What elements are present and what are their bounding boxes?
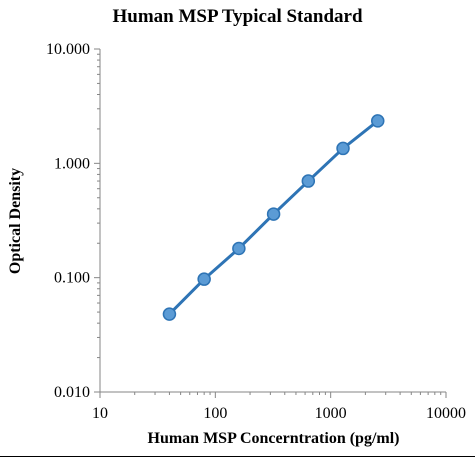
data-point bbox=[197, 272, 211, 286]
data-point bbox=[266, 207, 281, 221]
data-point bbox=[336, 141, 350, 156]
x-axis-label: Human MSP Concerntration (pg/ml) bbox=[147, 430, 400, 447]
y-axis-label-text: Optical Density bbox=[7, 167, 24, 275]
x-tick-label: 10 bbox=[92, 405, 108, 422]
y-tick-label: 0.100 bbox=[54, 270, 90, 287]
y-tick-label: 0.010 bbox=[54, 384, 90, 401]
y-tick-label: 1.000 bbox=[54, 155, 90, 172]
data-point bbox=[301, 174, 316, 188]
x-tick-label: 100 bbox=[203, 405, 227, 422]
y-tick-label: 10.000 bbox=[46, 41, 90, 58]
data-point bbox=[162, 307, 177, 321]
x-tick-label: 10000 bbox=[426, 405, 466, 422]
bottom-rule bbox=[0, 456, 475, 457]
data-point bbox=[371, 114, 385, 128]
data-point bbox=[232, 241, 246, 256]
chart-title: Human MSP Typical Standard bbox=[112, 6, 363, 27]
x-tick-label: 1000 bbox=[315, 405, 347, 422]
